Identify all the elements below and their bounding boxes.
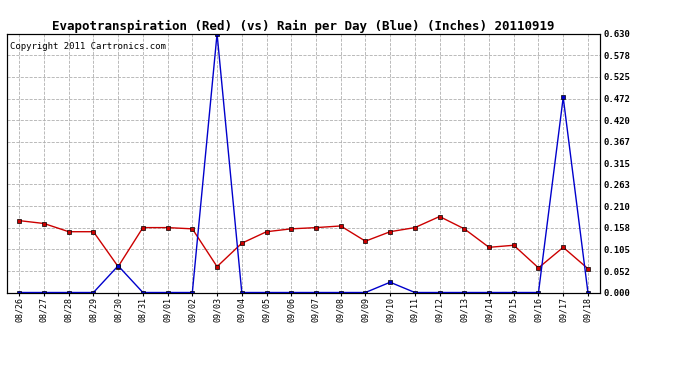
Text: Copyright 2011 Cartronics.com: Copyright 2011 Cartronics.com <box>10 42 166 51</box>
Title: Evapotranspiration (Red) (vs) Rain per Day (Blue) (Inches) 20110919: Evapotranspiration (Red) (vs) Rain per D… <box>52 20 555 33</box>
